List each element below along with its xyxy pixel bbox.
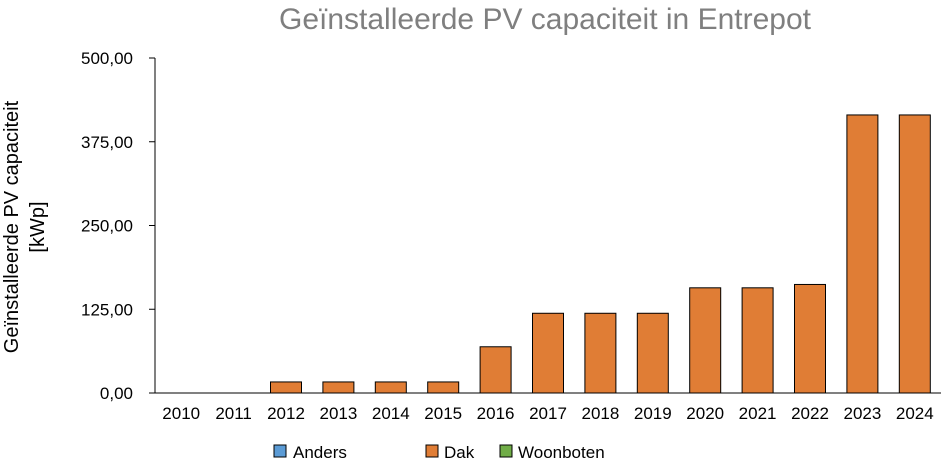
x-tick-label: 2012 xyxy=(267,404,305,423)
bar-dak xyxy=(584,312,617,394)
x-tick-label: 2013 xyxy=(319,404,357,423)
bar-dak xyxy=(794,283,826,394)
y-axis-ticks: 0,00 125,00 250,00 375,00 500,00 xyxy=(81,49,155,403)
x-tick-label: 2015 xyxy=(424,404,462,423)
bar-dak xyxy=(636,312,669,394)
x-tick-label: 2014 xyxy=(372,404,410,423)
bars xyxy=(270,114,931,394)
legend-label-anders: Anders xyxy=(293,443,347,462)
x-tick-label: 2023 xyxy=(843,404,881,423)
x-tick-label: 2022 xyxy=(791,404,829,423)
bar-dak xyxy=(427,381,460,394)
bar-dak xyxy=(479,346,512,394)
x-tick-label: 2024 xyxy=(896,404,934,423)
x-tick-label: 2010 xyxy=(162,404,200,423)
legend-swatch-anders xyxy=(273,444,287,458)
x-tick-label: 2011 xyxy=(215,404,252,423)
legend: Anders Dak Woonboten xyxy=(273,443,605,462)
axis-lines xyxy=(154,58,941,394)
y-tick-label: 500,00 xyxy=(81,49,133,68)
x-tick-label: 2016 xyxy=(477,404,515,423)
x-tick-label: 2019 xyxy=(634,404,672,423)
x-tick-label: 2018 xyxy=(581,404,619,423)
legend-swatch-dak xyxy=(425,444,439,458)
bar-dak xyxy=(374,381,407,394)
y-tick-label: 375,00 xyxy=(81,133,133,152)
y-tick-label: 0,00 xyxy=(100,384,133,403)
bar-dak xyxy=(270,381,302,394)
bar-dak xyxy=(846,114,879,394)
bar-dak xyxy=(532,312,564,394)
bar-dak xyxy=(689,287,722,394)
y-axis-label-line-2: [kWp] xyxy=(27,201,49,252)
chart-title: Geïnstalleerde PV capaciteit in Entrepot xyxy=(279,3,812,36)
bar-dak xyxy=(322,381,355,394)
bar-dak xyxy=(898,114,931,394)
y-tick-label: 125,00 xyxy=(81,300,133,319)
x-axis-ticks: 2010 2011 2012 2013 2014 2015 2016 2017 2018 2019… xyxy=(162,404,933,423)
y-tick-label: 250,00 xyxy=(81,217,133,236)
legend-swatch-woonboten xyxy=(499,444,513,458)
x-tick-label: 2020 xyxy=(686,404,724,423)
bar-dak xyxy=(741,287,774,394)
legend-label-dak: Dak xyxy=(444,443,475,462)
y-axis-label-line-1: Geïnstalleerde PV capaciteit xyxy=(1,100,23,353)
x-tick-label: 2017 xyxy=(529,404,567,423)
legend-label-woonboten: Woonboten xyxy=(518,443,605,462)
x-tick-label: 2021 xyxy=(739,404,777,423)
